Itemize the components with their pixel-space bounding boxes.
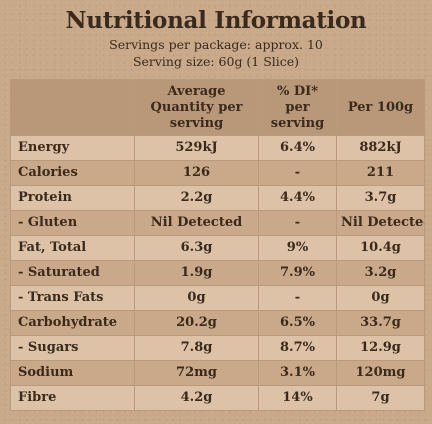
di-value: - [258,285,337,311]
per-serving-value: 20.2g [134,310,259,336]
header-row: Average Quantity per serving % DI* per s… [10,79,425,136]
row-label: - Trans Fats [10,285,135,311]
row-label: Sodium [10,360,135,386]
per-serving-value: 7.8g [134,335,259,361]
row-label: - Sugars [10,335,135,361]
table-row: - Saturated 1.9g 7.9% 3.2g [10,260,425,286]
per-serving-value: 2.2g [134,185,259,211]
di-value: 3.1% [258,360,337,386]
per-100g-value: 882kJ [336,135,425,161]
header-di-per-serving: % DI* per serving [258,79,337,136]
table-row: Calories 126 - 211 [10,160,425,186]
per-100g-value: 3.7g [336,185,425,211]
page-title: Nutritional Information [65,7,367,34]
per-serving-value: 6.3g [134,235,259,261]
per-serving-value: 4.2g [134,385,259,411]
per-serving-value: 1.9g [134,260,259,286]
di-value: 14% [258,385,337,411]
di-value: - [258,160,337,186]
di-value: 8.7% [258,335,337,361]
per-100g-value: 3.2g [336,260,425,286]
header-per-100g: Per 100g [336,79,425,136]
table-row: Energy 529kJ 6.4% 882kJ [10,135,425,161]
servings-per-package: Servings per package: approx. 10 [109,37,323,52]
per-100g-value: 33.7g [336,310,425,336]
per-100g-value: 12.9g [336,335,425,361]
per-100g-value: 120mg [336,360,425,386]
nutrition-table: Average Quantity per serving % DI* per s… [10,79,425,411]
table-row: - Gluten Nil Detected - Nil Detected [10,210,425,236]
per-serving-value: Nil Detected [134,210,259,236]
table-row: Fibre 4.2g 14% 7g [10,385,425,411]
nutrition-header: Nutritional Information Servings per pac… [0,6,432,70]
row-label: - Gluten [10,210,135,236]
per-100g-value: 7g [336,385,425,411]
per-serving-value: 126 [134,160,259,186]
row-label: - Saturated [10,260,135,286]
serving-size: Serving size: 60g (1 Slice) [132,54,300,69]
row-label: Energy [10,135,135,161]
per-serving-value: 72mg [134,360,259,386]
header-nutrient [10,79,135,136]
table-body: Energy 529kJ 6.4% 882kJ Calories 126 - 2… [10,135,425,411]
per-serving-value: 529kJ [134,135,259,161]
row-label: Fat, Total [10,235,135,261]
per-100g-value: 10.4g [336,235,425,261]
per-100g-value: Nil Detected [336,210,425,236]
table-row: Fat, Total 6.3g 9% 10.4g [10,235,425,261]
row-label: Fibre [10,385,135,411]
di-value: 6.5% [258,310,337,336]
per-serving-value: 0g [134,285,259,311]
per-100g-value: 211 [336,160,425,186]
table-row: - Trans Fats 0g - 0g [10,285,425,311]
table-row: Protein 2.2g 4.4% 3.7g [10,185,425,211]
table-row: Sodium 72mg 3.1% 120mg [10,360,425,386]
row-label: Calories [10,160,135,186]
row-label: Carbohydrate [10,310,135,336]
di-value: 6.4% [258,135,337,161]
di-value: 4.4% [258,185,337,211]
table-row: - Sugars 7.8g 8.7% 12.9g [10,335,425,361]
di-value: - [258,210,337,236]
table-row: Carbohydrate 20.2g 6.5% 33.7g [10,310,425,336]
header-avg-per-serving: Average Quantity per serving [134,79,259,136]
di-value: 9% [258,235,337,261]
row-label: Protein [10,185,135,211]
table-header: Average Quantity per serving % DI* per s… [10,79,425,136]
di-value: 7.9% [258,260,337,286]
per-100g-value: 0g [336,285,425,311]
